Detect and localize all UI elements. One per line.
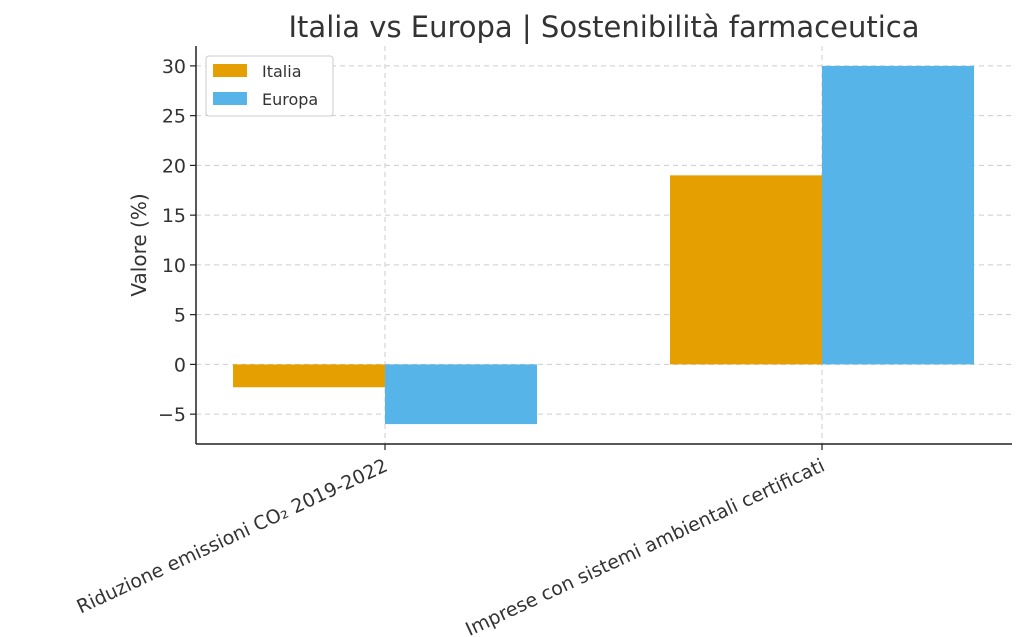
y-tick-label: 20 [162,155,186,177]
axes [195,46,1012,445]
legend-swatch [213,92,247,105]
y-tick-label: −5 [158,404,186,426]
y-tick-label: 5 [174,305,186,327]
bar-italia [670,175,822,365]
y-tick-label: 0 [174,354,186,376]
legend-label: Italia [262,62,302,81]
x-category-label: Riduzione emissioni CO₂ 2019-2022 [73,455,391,619]
y-tick-label: 15 [162,205,186,227]
bar-europa [822,65,974,365]
bar-italia [233,364,385,388]
legend-label: Europa [262,90,318,109]
chart-title: Italia vs Europa | Sostenibilità farmace… [289,10,920,44]
y-axis-label: Valore (%) [127,193,151,296]
y-tick-label: 25 [162,106,186,128]
y-tick-label: 10 [162,255,186,277]
bars [233,65,974,425]
legend: Italia Europa [205,55,334,117]
y-tick-label: 30 [162,56,186,78]
x-category-label: Imprese con sistemi ambientali certifica… [462,455,828,637]
bar-europa [385,364,537,425]
legend-swatch [213,64,247,77]
